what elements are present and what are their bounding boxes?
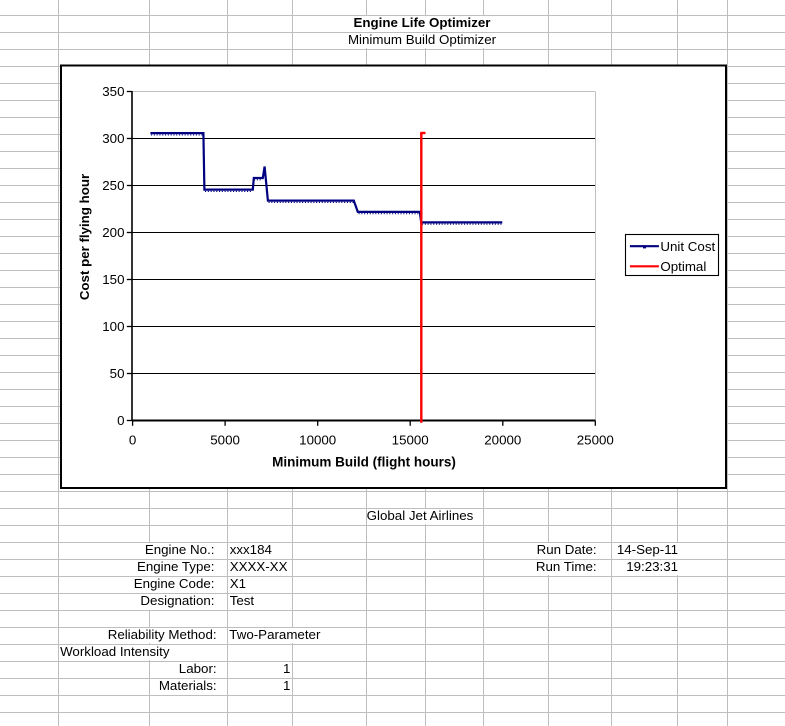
svg-text:250: 250 bbox=[102, 178, 124, 193]
svg-text:0: 0 bbox=[129, 432, 136, 447]
svg-text:10000: 10000 bbox=[299, 432, 336, 447]
svg-text:Minimum Build (flight hours): Minimum Build (flight hours) bbox=[272, 454, 456, 469]
svg-text:300: 300 bbox=[102, 131, 124, 146]
svg-text:Cost per flying hour: Cost per flying hour bbox=[77, 174, 92, 300]
svg-text:Optimal: Optimal bbox=[660, 259, 706, 274]
svg-text:350: 350 bbox=[102, 84, 124, 99]
svg-text:200: 200 bbox=[102, 225, 124, 240]
svg-text:100: 100 bbox=[102, 319, 124, 334]
svg-text:25000: 25000 bbox=[577, 432, 614, 447]
svg-text:150: 150 bbox=[102, 272, 124, 287]
svg-text:Unit Cost: Unit Cost bbox=[660, 239, 715, 254]
svg-text:5000: 5000 bbox=[210, 432, 240, 447]
svg-text:0: 0 bbox=[117, 413, 124, 428]
svg-text:20000: 20000 bbox=[484, 432, 521, 447]
svg-text:50: 50 bbox=[110, 366, 125, 381]
svg-text:15000: 15000 bbox=[392, 432, 429, 447]
